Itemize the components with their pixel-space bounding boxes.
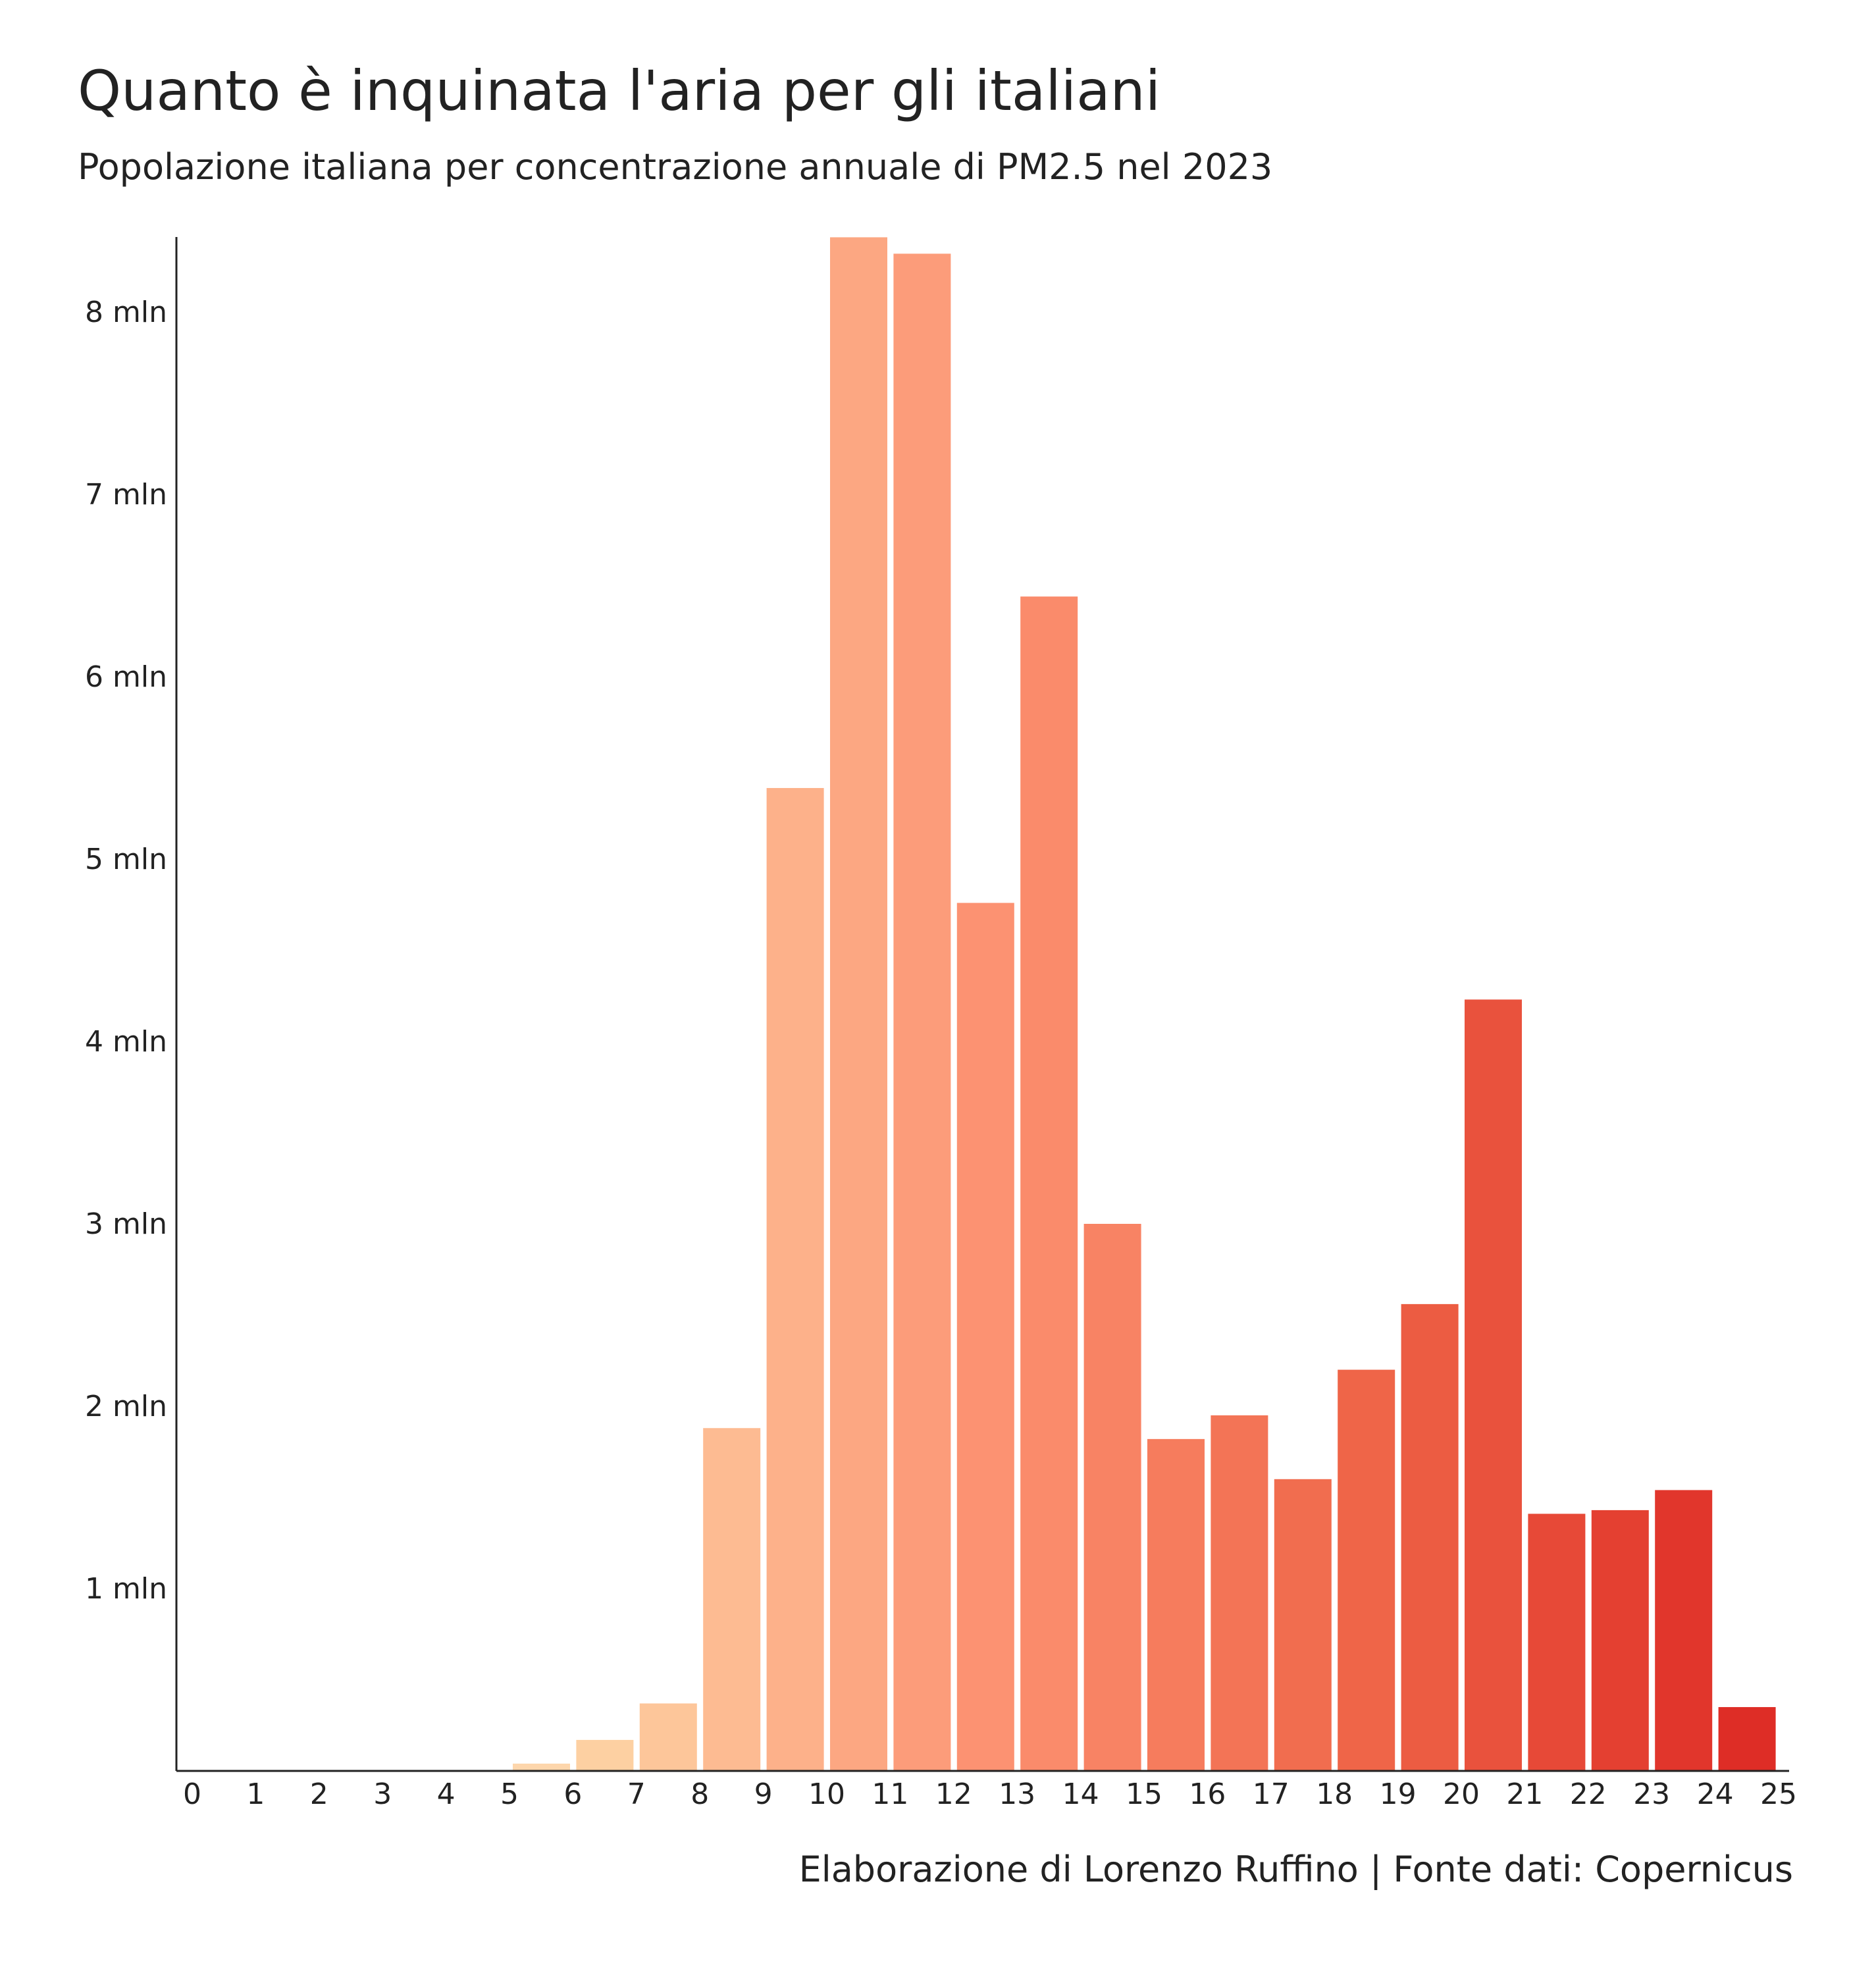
y-tick-label: 6 mln xyxy=(85,660,167,694)
bar-8 xyxy=(703,1428,761,1771)
x-tick-label: 6 xyxy=(563,1778,582,1811)
x-tick-label: 8 xyxy=(690,1778,709,1811)
bar-15 xyxy=(1147,1438,1205,1771)
bar-22 xyxy=(1591,1510,1649,1771)
bars-group xyxy=(513,237,1776,1772)
x-tick-label: 7 xyxy=(627,1778,646,1811)
bar-14 xyxy=(1083,1224,1141,1771)
y-tick-label: 7 mln xyxy=(85,478,167,512)
x-tick-label: 17 xyxy=(1253,1778,1290,1811)
bar-7 xyxy=(639,1703,697,1771)
x-axis-tick-labels: 0 1 2 3 4 5 6 7 8 9 10 11 12 13 14 15 16 17 18 19 20 21 22 23 24… xyxy=(183,1778,1797,1811)
bar-23 xyxy=(1655,1490,1713,1771)
bar-6 xyxy=(576,1739,634,1771)
bar-24 xyxy=(1718,1707,1776,1771)
x-tick-label: 21 xyxy=(1506,1778,1543,1811)
bar-13 xyxy=(1020,596,1078,1771)
bar-18 xyxy=(1338,1369,1395,1771)
source-caption: Elaborazione di Lorenzo Ruffino | Fonte … xyxy=(798,1849,1793,1890)
x-tick-label: 14 xyxy=(1062,1778,1099,1811)
bar-9 xyxy=(766,787,824,1771)
x-tick-label: 10 xyxy=(808,1778,845,1811)
x-tick-label: 16 xyxy=(1189,1778,1226,1811)
x-tick-label: 24 xyxy=(1697,1778,1734,1811)
y-tick-label: 5 mln xyxy=(85,843,167,876)
x-tick-label: 5 xyxy=(500,1778,519,1811)
chart-title: Quanto è inquinata l'aria per gli italia… xyxy=(78,59,1161,123)
bar-11 xyxy=(893,253,951,1772)
bar-19 xyxy=(1401,1304,1459,1771)
x-tick-label: 9 xyxy=(754,1778,773,1811)
bar-5 xyxy=(513,1763,570,1771)
x-tick-label: 4 xyxy=(437,1778,456,1811)
x-tick-label: 3 xyxy=(373,1778,392,1811)
bar-17 xyxy=(1274,1479,1332,1771)
bar-12 xyxy=(956,903,1014,1771)
x-tick-label: 2 xyxy=(310,1778,328,1811)
x-tick-label: 15 xyxy=(1126,1778,1162,1811)
bar-10 xyxy=(830,237,887,1772)
x-tick-label: 22 xyxy=(1570,1778,1607,1811)
x-tick-label: 23 xyxy=(1633,1778,1670,1811)
bar-21 xyxy=(1528,1514,1586,1771)
x-tick-label: 12 xyxy=(935,1778,972,1811)
x-tick-label: 25 xyxy=(1760,1778,1797,1811)
x-tick-label: 0 xyxy=(183,1778,201,1811)
y-tick-label: 3 mln xyxy=(85,1207,167,1241)
x-tick-label: 1 xyxy=(246,1778,265,1811)
x-tick-label: 18 xyxy=(1316,1778,1353,1811)
y-tick-label: 1 mln xyxy=(85,1572,167,1606)
bar-20 xyxy=(1465,999,1522,1771)
bar-16 xyxy=(1211,1415,1268,1771)
y-tick-label: 8 mln xyxy=(85,296,167,329)
x-tick-label: 20 xyxy=(1443,1778,1480,1811)
x-tick-label: 11 xyxy=(872,1778,908,1811)
y-axis-tick-labels: 1 mln 2 mln 3 mln 4 mln 5 mln 6 mln 7 mln 8 mln xyxy=(85,296,167,1606)
chart-subtitle: Popolazione italiana per concentrazione … xyxy=(78,146,1273,188)
x-tick-label: 13 xyxy=(999,1778,1035,1811)
y-tick-label: 2 mln xyxy=(85,1390,167,1423)
x-tick-label: 19 xyxy=(1380,1778,1417,1811)
y-tick-label: 4 mln xyxy=(85,1025,167,1059)
